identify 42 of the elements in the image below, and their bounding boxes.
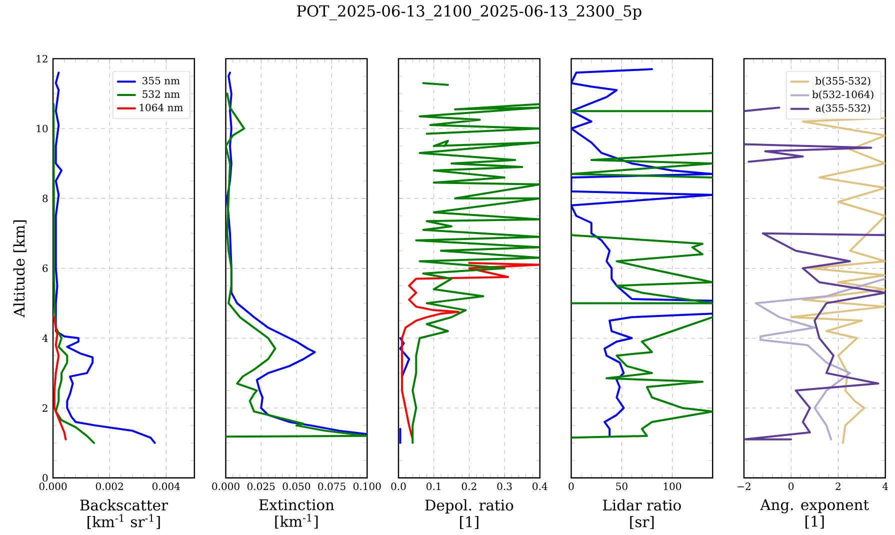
x-tick-label: 0.000 xyxy=(39,482,67,490)
legend-label: b(355-532) xyxy=(815,76,870,86)
x-tick-label: 0.075 xyxy=(318,482,346,490)
x-axis-title: Ang. exponent [1] xyxy=(760,499,869,529)
line-series xyxy=(53,316,67,440)
x-axis-title: Lidar ratio [sr] xyxy=(603,499,681,530)
legend-label: 355 nm xyxy=(142,76,180,84)
y-tick-label: 0 xyxy=(42,474,48,482)
legend-label: 532 nm xyxy=(142,90,180,98)
x-tick-label: 2 xyxy=(836,482,840,490)
y-tick-label: 10 xyxy=(36,124,48,132)
x-tick-label: 0.002 xyxy=(96,482,123,490)
x-tick-label: 0.4 xyxy=(532,482,548,490)
x-tick-label: 0.0 xyxy=(391,482,406,490)
y-tick-label: 4 xyxy=(42,334,48,342)
x-tick-label: 0.000 xyxy=(212,482,240,490)
x-tick-label: 0.100 xyxy=(353,482,381,490)
y-tick-label: 2 xyxy=(42,404,48,412)
x-tick-label: 0.2 xyxy=(462,482,476,490)
x-axis-title: Depol. ratio [1] xyxy=(425,499,514,530)
legend-label: 1064 nm xyxy=(140,104,183,112)
x-tick-label: 0.1 xyxy=(426,482,440,490)
x-tick-label: 50 xyxy=(616,482,628,490)
x-tick-label: 0.3 xyxy=(497,482,512,490)
line-series xyxy=(53,103,96,444)
y-tick-label: 12 xyxy=(36,55,48,62)
y-axis-title: Altitude [km] xyxy=(13,220,26,318)
x-tick-label: 0.050 xyxy=(282,482,310,490)
x-tick-label: −2 xyxy=(738,482,750,490)
x-axis-title: Backscatter [km$^{-1}$ sr$^{-1}$] xyxy=(80,499,168,530)
x-axis-title: Extinction [km$^{-1}$] xyxy=(259,499,334,529)
legend-label: a(355-532) xyxy=(816,104,870,114)
x-tick-label: 0 xyxy=(788,482,794,490)
chart-title: POT_2025-06-13_2100_2025-06-13_2300_5p xyxy=(297,5,642,20)
x-tick-label: 0.025 xyxy=(247,482,275,490)
x-tick-label: 4 xyxy=(882,482,888,490)
legend-label: b(532-1064) xyxy=(812,90,874,100)
x-tick-label: 0 xyxy=(568,482,574,490)
y-tick-label: 6 xyxy=(42,264,48,272)
y-tick-label: 8 xyxy=(42,194,48,202)
x-tick-label: 100 xyxy=(664,482,682,490)
x-tick-label: 0.004 xyxy=(152,482,180,490)
